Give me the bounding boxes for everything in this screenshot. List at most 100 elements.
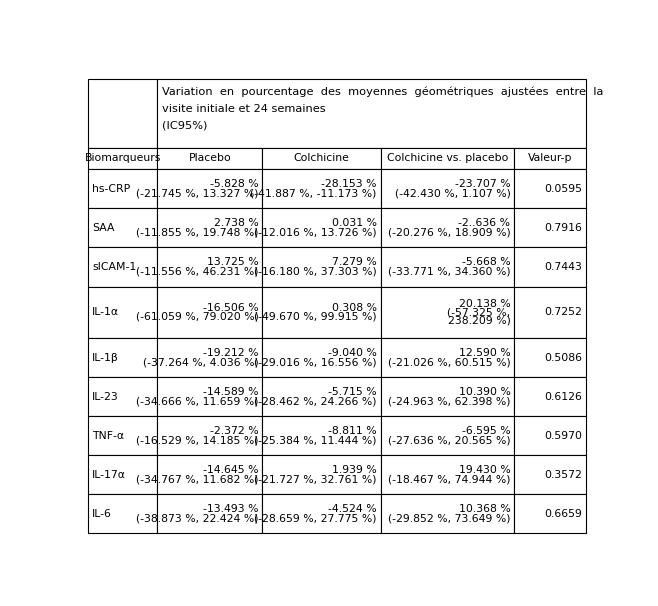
Text: 0.6126: 0.6126	[544, 391, 582, 402]
Text: TNF-α: TNF-α	[92, 431, 124, 441]
Text: (IC95%): (IC95%)	[162, 121, 207, 130]
Bar	[157, 416, 263, 455]
Text: Variation  en  pourcentage  des  moyennes  géométriques  ajustées  entre  la: Variation en pourcentage des moyennes gé…	[162, 87, 603, 97]
Bar	[515, 377, 586, 416]
Bar	[515, 338, 586, 377]
Text: -9.040 %: -9.040 %	[328, 348, 377, 358]
Bar	[263, 416, 381, 455]
Text: sICAM-1: sICAM-1	[92, 262, 137, 272]
Text: (-12.016 %, 13.726 %): (-12.016 %, 13.726 %)	[254, 228, 377, 238]
Bar	[157, 377, 263, 416]
Text: -5.715 %: -5.715 %	[328, 387, 377, 397]
Bar	[381, 170, 515, 208]
Text: (-34.767 %, 11.682 %): (-34.767 %, 11.682 %)	[136, 474, 259, 484]
Bar	[515, 170, 586, 208]
Bar	[381, 208, 515, 247]
Text: (-24.963 %, 62.398 %): (-24.963 %, 62.398 %)	[388, 396, 511, 406]
Bar	[157, 247, 263, 287]
Text: 0.0595: 0.0595	[544, 184, 582, 194]
Text: 0.308 %: 0.308 %	[332, 302, 377, 313]
Text: IL-6: IL-6	[92, 508, 113, 519]
Text: 0.7252: 0.7252	[544, 307, 582, 318]
Bar	[515, 455, 586, 494]
Text: 0.5086: 0.5086	[544, 353, 582, 362]
Bar	[88, 287, 157, 338]
Text: (-29.852 %, 73.649 %): (-29.852 %, 73.649 %)	[388, 513, 511, 524]
Text: 0.031 %: 0.031 %	[332, 218, 377, 228]
Text: (-21.727 %, 32.761 %): (-21.727 %, 32.761 %)	[255, 474, 377, 484]
Bar	[88, 148, 157, 170]
Text: 0.5970: 0.5970	[544, 431, 582, 441]
Text: 13.725 %: 13.725 %	[207, 258, 259, 267]
Text: 238.209 %): 238.209 %)	[447, 316, 511, 326]
Text: 0.3572: 0.3572	[544, 470, 582, 479]
Text: (-33.771 %, 34.360 %): (-33.771 %, 34.360 %)	[388, 267, 511, 276]
Text: 2.738 %: 2.738 %	[214, 218, 259, 228]
Bar	[157, 338, 263, 377]
Text: -2.372 %: -2.372 %	[210, 426, 259, 436]
Bar	[157, 79, 586, 148]
Text: (-21.745 %, 13.327 %): (-21.745 %, 13.327 %)	[136, 188, 259, 199]
Text: (-41.887 %, -11.173 %): (-41.887 %, -11.173 %)	[251, 188, 377, 199]
Text: (-49.670 %, 99.915 %): (-49.670 %, 99.915 %)	[254, 312, 377, 322]
Text: (-16.180 %, 37.303 %): (-16.180 %, 37.303 %)	[254, 267, 377, 276]
Bar	[88, 247, 157, 287]
Bar	[88, 377, 157, 416]
Bar	[381, 377, 515, 416]
Text: -4.524 %: -4.524 %	[328, 504, 377, 514]
Text: (-34.666 %, 11.659 %): (-34.666 %, 11.659 %)	[136, 396, 259, 406]
Text: -8.811 %: -8.811 %	[328, 426, 377, 436]
Bar	[263, 247, 381, 287]
Text: Colchicine: Colchicine	[293, 153, 349, 164]
Text: -13.493 %: -13.493 %	[203, 504, 259, 514]
Text: 0.7443: 0.7443	[544, 262, 582, 272]
Bar	[157, 455, 263, 494]
Bar	[263, 208, 381, 247]
Bar	[263, 148, 381, 170]
Text: 7.279 %: 7.279 %	[332, 258, 377, 267]
Bar	[515, 247, 586, 287]
Bar	[515, 416, 586, 455]
Bar	[157, 494, 263, 533]
Text: visite initiale et 24 semaines: visite initiale et 24 semaines	[162, 104, 326, 113]
Text: -5.828 %: -5.828 %	[210, 179, 259, 189]
Text: IL-1β: IL-1β	[92, 353, 119, 362]
Text: (-20.276 %, 18.909 %): (-20.276 %, 18.909 %)	[388, 228, 511, 238]
Bar	[381, 494, 515, 533]
Text: (-11.855 %, 19.748 %): (-11.855 %, 19.748 %)	[136, 228, 259, 238]
Text: (-57.325 %,: (-57.325 %,	[447, 307, 511, 318]
Bar	[263, 494, 381, 533]
Bar	[515, 208, 586, 247]
Text: Valeur-p: Valeur-p	[528, 153, 572, 164]
Bar	[88, 494, 157, 533]
Text: -5.668 %: -5.668 %	[462, 258, 511, 267]
Text: (-29.016 %, 16.556 %): (-29.016 %, 16.556 %)	[254, 357, 377, 367]
Bar	[515, 494, 586, 533]
Text: (-21.026 %, 60.515 %): (-21.026 %, 60.515 %)	[388, 357, 511, 367]
Text: 10.368 %: 10.368 %	[459, 504, 511, 514]
Text: 0.7916: 0.7916	[544, 223, 582, 233]
Text: -6.595 %: -6.595 %	[462, 426, 511, 436]
Text: (-28.659 %, 27.775 %): (-28.659 %, 27.775 %)	[255, 513, 377, 524]
Text: -16.506 %: -16.506 %	[203, 302, 259, 313]
Bar	[515, 287, 586, 338]
Bar	[263, 170, 381, 208]
Text: Placebo: Placebo	[188, 153, 231, 164]
Text: IL-17α: IL-17α	[92, 470, 126, 479]
Text: -19.212 %: -19.212 %	[203, 348, 259, 358]
Bar	[381, 287, 515, 338]
Bar	[381, 416, 515, 455]
Bar	[157, 148, 263, 170]
Text: (-37.264 %, 4.036 %): (-37.264 %, 4.036 %)	[143, 357, 259, 367]
Bar	[88, 170, 157, 208]
Text: 12.590 %: 12.590 %	[459, 348, 511, 358]
Text: (-28.462 %, 24.266 %): (-28.462 %, 24.266 %)	[255, 396, 377, 406]
Text: -28.153 %: -28.153 %	[321, 179, 377, 189]
Text: 1.939 %: 1.939 %	[332, 465, 377, 475]
Text: (-38.873 %, 22.424 %): (-38.873 %, 22.424 %)	[136, 513, 259, 524]
Text: (-18.467 %, 74.944 %): (-18.467 %, 74.944 %)	[388, 474, 511, 484]
Text: Biomarqueurs: Biomarqueurs	[85, 153, 161, 164]
Bar	[263, 338, 381, 377]
Bar	[88, 208, 157, 247]
Bar	[381, 455, 515, 494]
